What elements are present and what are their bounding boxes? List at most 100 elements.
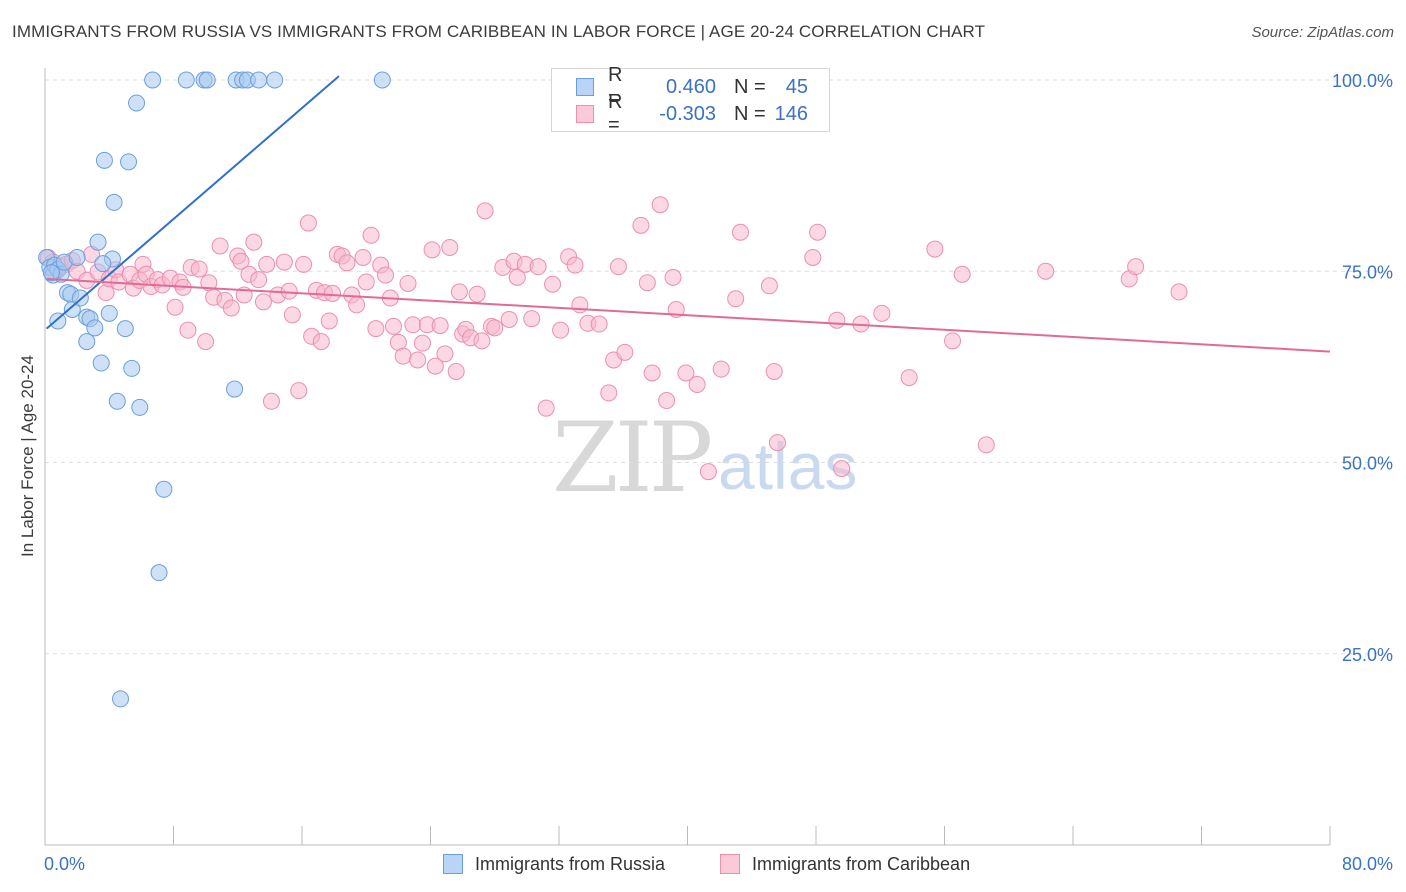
legend-n-value: 146 (774, 102, 808, 125)
legend-n-label: N = (734, 102, 766, 125)
caribbean-point (441, 239, 459, 257)
caribbean-point (413, 334, 431, 352)
series-swatch-caribbean (720, 854, 740, 874)
legend-n-label: N = (734, 75, 766, 98)
caribbean-point (590, 315, 608, 333)
caribbean-point (900, 369, 918, 387)
legend-swatch-caribbean (576, 105, 594, 123)
russia-point (177, 71, 195, 89)
russia-point (68, 248, 86, 266)
russia-point (120, 153, 138, 171)
russia-point (100, 304, 118, 322)
y-tick-label: 25.0% (1342, 645, 1393, 665)
russia-point (150, 564, 168, 582)
legend-r-label: R = (608, 91, 623, 136)
series-swatch-russia (443, 854, 463, 874)
legend-swatch-russia (576, 78, 594, 96)
caribbean-point (283, 306, 301, 324)
caribbean-point (486, 319, 504, 337)
caribbean-point (423, 241, 441, 259)
series-legend-caribbean: Immigrants from Caribbean (720, 851, 970, 877)
caribbean-point (537, 399, 555, 417)
caribbean-point (677, 364, 695, 382)
caribbean-point (508, 268, 526, 286)
russia-point (123, 359, 141, 377)
caribbean-point (473, 332, 491, 350)
caribbean-point (712, 360, 730, 378)
caribbean-point (450, 283, 468, 301)
russia-point (226, 380, 244, 398)
stats-legend: R = 0.460 N = 45 R = -0.303 N = 146 (551, 64, 830, 136)
russia-point (266, 71, 284, 89)
caribbean-point (232, 252, 250, 270)
caribbean-trend-line (46, 277, 1331, 353)
caribbean-point (944, 332, 962, 350)
caribbean-point (688, 375, 706, 393)
caribbean-point (245, 233, 263, 251)
caribbean-point (1170, 283, 1188, 301)
caribbean-point (280, 282, 298, 300)
russia-point (131, 398, 149, 416)
caribbean-point (609, 258, 627, 276)
caribbean-point (404, 316, 422, 334)
caribbean-point (357, 273, 375, 291)
russia-point (49, 312, 67, 330)
caribbean-point (804, 248, 822, 266)
caribbean-point (873, 304, 891, 322)
caribbean-point (97, 284, 115, 302)
caribbean-point (632, 216, 650, 234)
caribbean-point (354, 248, 372, 266)
caribbean-point (977, 436, 995, 454)
legend-row-russia: R = 0.460 N = 45 (576, 64, 808, 109)
caribbean-point (523, 310, 541, 328)
caribbean-point (732, 223, 750, 241)
legend-row-caribbean: R = -0.303 N = 146 (576, 91, 808, 136)
caribbean-point (312, 333, 330, 351)
caribbean-point (1037, 262, 1055, 280)
x-tick-label: 80.0% (1342, 854, 1393, 874)
caribbean-point (699, 463, 717, 481)
caribbean-point (643, 364, 661, 382)
caribbean-point (765, 362, 783, 380)
caribbean-point (651, 196, 669, 214)
caribbean-point (262, 392, 280, 410)
russia-point (95, 151, 113, 169)
caribbean-point (250, 271, 268, 289)
series-legend-russia: Immigrants from Russia (443, 851, 665, 877)
caribbean-point (828, 311, 846, 329)
caribbean-point (254, 293, 272, 311)
caribbean-point (197, 333, 215, 351)
caribbean-point (367, 320, 385, 338)
caribbean-point (290, 382, 308, 400)
russia-point (144, 71, 162, 89)
series-label-caribbean: Immigrants from Caribbean (752, 853, 971, 874)
caribbean-point (500, 310, 518, 328)
caribbean-point (179, 321, 197, 339)
watermark-zip: ZIP (552, 402, 713, 514)
caribbean-point (658, 392, 676, 410)
caribbean-point (295, 255, 313, 273)
legend-r-value: -0.303 (659, 102, 716, 125)
source-credit: Source: ZipAtlas.com (1251, 24, 1394, 41)
russia-point (198, 71, 216, 89)
caribbean-point (426, 357, 444, 375)
caribbean-point (409, 351, 427, 369)
legend-r-value: 0.460 (665, 75, 716, 98)
caribbean-point (385, 317, 403, 335)
russia-point (89, 233, 107, 251)
russia-point (94, 255, 112, 273)
russia-point (250, 71, 268, 89)
russia-point (128, 94, 146, 112)
russia-point (78, 333, 96, 351)
chart-title: IMMIGRANTS FROM RUSSIA VS IMMIGRANTS FRO… (12, 22, 986, 41)
legend-n-value: 45 (785, 75, 808, 98)
caribbean-point (664, 268, 682, 286)
series-label-russia: Immigrants from Russia (475, 853, 666, 874)
caribbean-point (468, 285, 486, 303)
caribbean-point (926, 240, 944, 258)
russia-point (155, 480, 173, 498)
caribbean-point (275, 253, 293, 271)
russia-point (42, 264, 60, 282)
caribbean-point (552, 321, 570, 339)
